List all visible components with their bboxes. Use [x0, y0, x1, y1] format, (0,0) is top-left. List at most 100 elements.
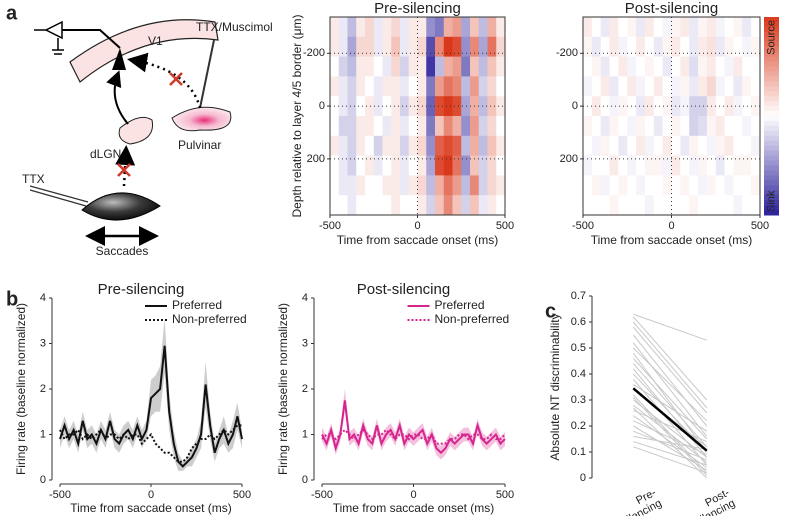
- v1-area: [69, 19, 219, 83]
- heat-cell: [706, 155, 717, 176]
- heat-cell: [627, 135, 637, 156]
- y-tick-label: 0.5: [571, 342, 586, 354]
- heat-cell: [496, 36, 506, 57]
- panel-label: a: [6, 2, 18, 24]
- heat-cell: [733, 195, 743, 216]
- heat-cell: [356, 195, 366, 216]
- heat-cell: [391, 135, 401, 156]
- x-tick-label: 0: [668, 220, 674, 232]
- heat-cell: [706, 56, 717, 77]
- x-tick-label: 0: [414, 220, 420, 232]
- heat-cell: [618, 155, 628, 176]
- heat-cell: [365, 17, 375, 38]
- colorbar-step: [764, 155, 779, 162]
- heat-cell: [583, 155, 593, 176]
- heat-cell: [391, 116, 401, 137]
- heat-cell: [751, 17, 761, 38]
- colorbar-step: [764, 111, 779, 117]
- heat-cell: [391, 155, 401, 176]
- heat-cell: [338, 36, 348, 57]
- heat-cell: [461, 36, 471, 57]
- heat-cell: [644, 36, 655, 57]
- chart-title: Pre-silencing: [374, 0, 461, 17]
- heat-cell: [408, 76, 418, 97]
- heat-cell: [365, 135, 375, 156]
- colorbar-step: [764, 170, 779, 176]
- heat-cell: [338, 17, 348, 38]
- heat-cell: [751, 116, 761, 137]
- y-tick-label: 0: [580, 472, 586, 484]
- heat-cell: [636, 96, 646, 117]
- heat-cell: [452, 76, 462, 97]
- pair-line: [633, 430, 707, 461]
- pair-line: [632, 378, 708, 466]
- heat-cell: [644, 175, 655, 196]
- heat-cell: [671, 116, 681, 137]
- heat-cell: [591, 17, 602, 38]
- heat-cell: [644, 116, 655, 137]
- heat-cell: [452, 17, 462, 38]
- heat-cell: [443, 76, 453, 97]
- heat-cell: [653, 175, 664, 196]
- heat-cell: [461, 56, 471, 77]
- heat-cell: [733, 155, 743, 176]
- colorbar-step: [764, 106, 779, 112]
- heat-cell: [452, 155, 462, 176]
- heat-cell: [470, 155, 480, 176]
- heat-cell: [487, 135, 497, 156]
- y-tick-label: 1: [40, 428, 46, 440]
- heat-cell: [627, 116, 637, 137]
- colorbar-step: [764, 17, 779, 23]
- heat-cell: [636, 195, 646, 216]
- heat-cell: [742, 195, 752, 216]
- y-axis-label: Firing rate (baseline normalized): [14, 303, 28, 475]
- heat-cell: [591, 195, 602, 216]
- pair-line: [632, 316, 708, 401]
- colorbar-bottom-label: Sink: [765, 190, 777, 212]
- heat-cell: [452, 96, 462, 117]
- x-tick-label: -500: [319, 220, 341, 232]
- y-tick-label: 2: [40, 383, 46, 395]
- heat-cell: [452, 56, 462, 77]
- heat-cell: [478, 175, 488, 196]
- heat-cell: [644, 155, 655, 176]
- colorbar-step: [764, 165, 779, 171]
- panel-label: b: [6, 288, 18, 310]
- pair-line: [632, 352, 708, 453]
- colorbar-step: [764, 46, 779, 53]
- heat-cell: [724, 155, 734, 176]
- heat-cell: [618, 17, 628, 38]
- heat-cell: [583, 76, 593, 97]
- heat-cell: [408, 155, 418, 176]
- heat-cell: [426, 56, 436, 77]
- colorbar-step: [764, 180, 779, 186]
- heat-cell: [470, 175, 480, 196]
- heat-cell: [724, 135, 734, 156]
- heat-cell: [698, 175, 708, 196]
- heat-cell: [330, 76, 340, 97]
- heat-cell: [452, 135, 462, 156]
- heat-cell: [751, 175, 761, 196]
- heat-cell: [435, 56, 445, 77]
- heat-cell: [583, 195, 593, 216]
- heat-cell: [487, 155, 497, 176]
- heat-cell: [680, 17, 690, 38]
- heat-cell: [478, 135, 488, 156]
- heat-cell: [600, 195, 610, 216]
- heat-cell: [417, 195, 427, 216]
- heat-cell: [689, 155, 699, 176]
- heat-cell: [382, 116, 392, 137]
- heat-cell: [365, 116, 375, 137]
- y-tick-label: 0.2: [571, 420, 586, 432]
- heat-cell: [706, 17, 717, 38]
- heat-cell: [636, 56, 646, 77]
- heat-cell: [338, 195, 348, 216]
- heat-cell: [742, 135, 752, 156]
- heat-cell: [636, 76, 646, 97]
- heat-cell: [356, 56, 366, 77]
- heat-cell: [426, 36, 436, 57]
- y-tick-label: -200: [556, 47, 578, 59]
- heat-cell: [689, 175, 699, 196]
- x-tick-label: 500: [496, 220, 514, 232]
- heat-cell: [365, 195, 375, 216]
